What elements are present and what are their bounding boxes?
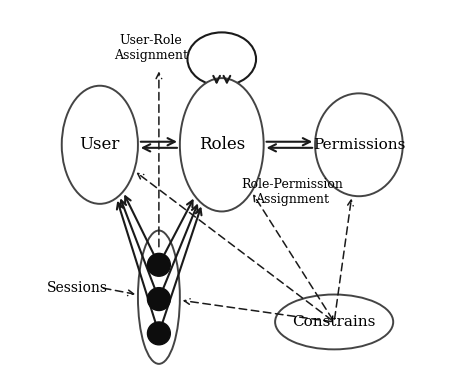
Ellipse shape [62,86,138,204]
Ellipse shape [138,231,180,364]
Ellipse shape [315,93,403,196]
Circle shape [147,253,170,276]
Ellipse shape [275,295,393,349]
Circle shape [147,322,170,345]
Text: Roles: Roles [199,136,245,153]
Text: Constrains: Constrains [292,315,376,329]
Text: Permissions: Permissions [313,138,405,152]
Text: User: User [80,136,120,153]
Text: Sessions: Sessions [47,281,108,295]
Circle shape [147,288,170,311]
Text: User-Role
Assignment: User-Role Assignment [114,34,188,62]
Text: Role-Permission
Assignment: Role-Permission Assignment [241,178,343,207]
Ellipse shape [180,78,264,211]
